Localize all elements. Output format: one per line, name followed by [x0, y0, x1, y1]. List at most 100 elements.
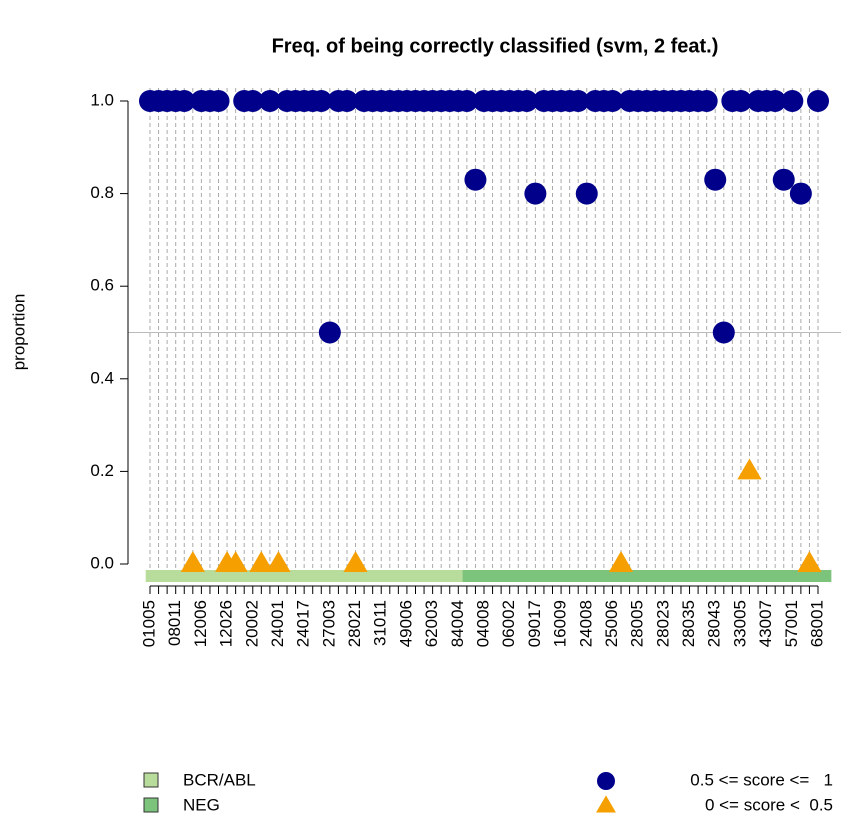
- group-bar: [796, 570, 806, 582]
- point: [695, 90, 718, 112]
- group-bar: [317, 570, 327, 582]
- x-tick-label: 84004: [448, 600, 467, 647]
- group-bar: [334, 570, 344, 582]
- point: [712, 321, 735, 344]
- group-bar: [402, 570, 412, 582]
- group-bar: [385, 570, 395, 582]
- group-bar: [428, 570, 438, 582]
- group-bar: [488, 570, 498, 582]
- point: [575, 182, 598, 205]
- x-tick-label: 68001: [807, 600, 826, 647]
- x-tick-label: 16009: [551, 600, 570, 647]
- group-bar: [342, 570, 352, 582]
- x-tick-label: 33005: [730, 600, 749, 647]
- group-bar: [548, 570, 558, 582]
- x-tick-label: 01005: [139, 600, 158, 647]
- legend-label: NEG: [183, 795, 220, 814]
- group-bar: [668, 570, 678, 582]
- point: [180, 551, 205, 572]
- group-bar: [351, 570, 361, 582]
- group-bar: [496, 570, 506, 582]
- group-bar: [659, 570, 669, 582]
- point: [737, 458, 762, 480]
- group-bar: [522, 570, 532, 582]
- group-bar: [205, 570, 215, 582]
- point: [241, 90, 264, 112]
- group-bar: [676, 570, 686, 582]
- group-bar: [539, 570, 549, 582]
- point: [464, 168, 487, 191]
- group-bar: [145, 570, 155, 582]
- x-tick-label: 06002: [499, 600, 518, 647]
- group-bar: [419, 570, 429, 582]
- x-tick-label: 49006: [396, 600, 415, 647]
- group-bar: [239, 570, 249, 582]
- point: [455, 90, 478, 112]
- group-bar: [368, 570, 378, 582]
- x-tick-label: 24001: [268, 600, 287, 647]
- point: [318, 321, 341, 344]
- group-bar: [299, 570, 309, 582]
- group-bar: [471, 570, 481, 582]
- group-bar: [359, 570, 369, 582]
- group-bar: [728, 570, 738, 582]
- x-tick-label: 43007: [756, 600, 775, 647]
- legend-marker: [596, 795, 616, 813]
- group-bar: [805, 570, 815, 582]
- x-tick-label: 12026: [217, 600, 236, 647]
- group-bar: [779, 570, 789, 582]
- group-bar: [702, 570, 712, 582]
- legend-label: 0.5 <= score <= 1: [690, 770, 833, 789]
- legend-label: 0 <= score < 0.5: [705, 795, 833, 814]
- group-bar: [325, 570, 335, 582]
- group-bar: [633, 570, 643, 582]
- x-tick-label: 57001: [782, 600, 801, 647]
- legend-swatch: [143, 772, 159, 788]
- x-tick-label: 12006: [191, 600, 210, 647]
- group-bar: [445, 570, 455, 582]
- group-bar: [265, 570, 275, 582]
- y-tick-label: 0.0: [90, 553, 114, 572]
- group-bar: [505, 570, 515, 582]
- group-bar: [214, 570, 224, 582]
- x-tick-label: 20002: [242, 600, 261, 647]
- x-tick-label: 28023: [653, 600, 672, 647]
- group-bar: [274, 570, 284, 582]
- point: [310, 90, 333, 112]
- x-tick-label: 28005: [628, 600, 647, 647]
- y-tick-label: 0.8: [90, 183, 114, 202]
- point: [807, 90, 829, 112]
- legend-swatch: [143, 797, 159, 813]
- x-tick-label: 24017: [294, 600, 313, 647]
- y-tick-label: 0.4: [90, 368, 114, 387]
- y-tick-label: 0.2: [90, 461, 114, 480]
- group-bar: [556, 570, 566, 582]
- group-bar: [693, 570, 703, 582]
- group-bar: [291, 570, 301, 582]
- point: [781, 90, 804, 112]
- group-bar: [411, 570, 421, 582]
- group-bar: [257, 570, 267, 582]
- point: [567, 90, 590, 112]
- x-tick-label: 09017: [525, 600, 544, 647]
- x-tick-label: 31011: [371, 600, 390, 646]
- group-bar: [179, 570, 190, 582]
- group-bar: [753, 570, 763, 582]
- x-tick-label: 08011: [165, 600, 184, 646]
- group-bar: [719, 570, 729, 582]
- point: [764, 90, 787, 112]
- point: [515, 90, 538, 112]
- y-tick-label: 1.0: [90, 90, 114, 109]
- point: [335, 90, 358, 112]
- y-tick-label: 0.6: [90, 276, 114, 295]
- point: [173, 90, 196, 112]
- point: [608, 551, 634, 572]
- group-bar: [479, 570, 489, 582]
- x-tick-label: 62003: [422, 600, 441, 647]
- group-bar: [513, 570, 524, 582]
- x-tick-label: 28035: [679, 600, 698, 647]
- group-bar: [462, 570, 472, 582]
- point: [601, 90, 624, 112]
- group-bar: [685, 570, 695, 582]
